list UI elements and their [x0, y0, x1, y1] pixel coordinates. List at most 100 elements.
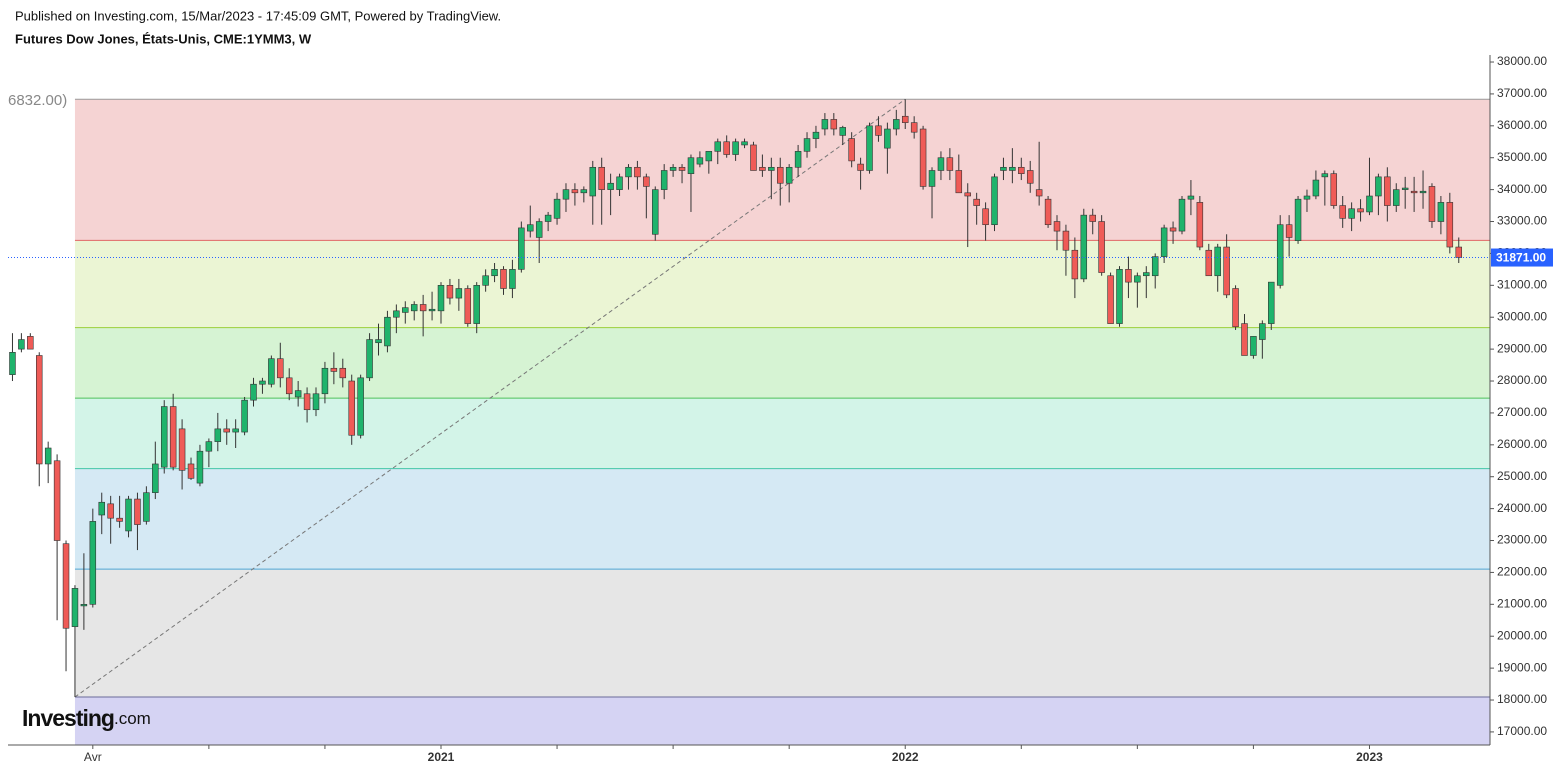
candle-body — [705, 151, 713, 162]
candle-body — [1446, 202, 1454, 248]
candle-body — [777, 166, 784, 184]
candle-body — [607, 182, 614, 190]
candle-body — [544, 214, 552, 222]
candle-body — [1009, 166, 1016, 171]
candle-body — [1080, 214, 1088, 280]
candle-body — [1401, 187, 1409, 190]
fib-band — [74, 569, 1490, 698]
y-tick-label: 34000.00 — [1497, 182, 1547, 196]
y-tick-label: 29000.00 — [1497, 341, 1547, 355]
candle-body — [393, 310, 400, 318]
candle-body — [1232, 288, 1239, 328]
candle-body — [1268, 281, 1275, 324]
candle-body — [518, 227, 525, 270]
candle-body — [169, 406, 177, 468]
candle-body — [964, 192, 971, 197]
y-tick-label: 23000.00 — [1497, 533, 1547, 547]
candle-body — [1214, 246, 1221, 277]
candle-body — [384, 316, 391, 347]
logo-name: Investing — [22, 705, 114, 731]
candle-body — [741, 141, 748, 146]
trend-line — [74, 98, 906, 698]
candle-body — [759, 166, 766, 171]
candle-body — [1366, 195, 1373, 213]
candle-body — [116, 517, 123, 522]
candle-body — [553, 198, 561, 219]
candle-body — [1312, 179, 1320, 197]
candle-body — [857, 163, 864, 171]
candle-body — [723, 141, 730, 155]
candle-body — [928, 170, 936, 187]
candle-body — [1205, 249, 1213, 277]
candle-body — [839, 127, 846, 136]
candle-body — [178, 428, 186, 471]
candle-body — [1393, 189, 1400, 206]
candle-body — [678, 166, 686, 171]
candle-body — [1250, 336, 1257, 356]
candle-body — [982, 208, 989, 226]
candle-body — [1294, 198, 1302, 241]
candle-body — [830, 119, 838, 130]
candle-body — [339, 367, 347, 379]
candle-body — [669, 166, 677, 171]
candle-body — [1044, 198, 1052, 226]
candle-body — [589, 166, 597, 197]
fib-band — [74, 697, 1490, 745]
candle-body — [464, 288, 472, 324]
candle-body — [53, 460, 61, 541]
candle-body — [919, 128, 927, 187]
candle-body — [652, 189, 659, 235]
candle-body — [634, 166, 641, 178]
candle-body — [80, 604, 88, 607]
candle-body — [1375, 176, 1382, 197]
candle-body — [946, 157, 954, 171]
candle-body — [259, 380, 266, 385]
fib-band — [74, 398, 1490, 469]
candle-body — [660, 170, 668, 190]
y-tick-label: 28000.00 — [1497, 373, 1547, 387]
candle-body — [232, 428, 239, 433]
candle-body — [1196, 202, 1204, 248]
candle-body — [437, 285, 445, 312]
candle-body — [848, 138, 855, 162]
candle-body — [107, 503, 114, 519]
candle-body — [696, 157, 704, 165]
candle-body — [1134, 275, 1141, 283]
candle-body — [509, 269, 516, 289]
candle-body — [821, 119, 829, 130]
logo: Investing.com — [22, 705, 151, 731]
candle-body — [643, 176, 650, 187]
candle-body — [1125, 269, 1132, 283]
candle-body — [580, 189, 588, 194]
candle-body — [1419, 190, 1427, 194]
y-tick-label: 18000.00 — [1497, 692, 1547, 706]
candle-body — [785, 166, 793, 184]
candle-body — [428, 308, 436, 312]
candle-body — [223, 428, 230, 433]
candle-body — [598, 166, 605, 190]
candle-body — [1160, 227, 1168, 257]
y-tick-label: 20000.00 — [1497, 628, 1547, 642]
y-tick-label: 36000.00 — [1497, 118, 1547, 132]
candle-body — [571, 189, 579, 194]
candle-body — [794, 151, 802, 168]
candle-body — [321, 367, 329, 395]
y-tick-label: 19000.00 — [1497, 660, 1547, 674]
candle-body — [625, 166, 632, 178]
candle-body — [866, 125, 873, 171]
x-tick-label: Avr — [84, 750, 102, 764]
candle-body — [1339, 205, 1346, 219]
candle-body — [973, 198, 980, 206]
candle-body — [303, 393, 311, 411]
y-tick-label: 30000.00 — [1497, 309, 1547, 323]
candle-body — [1259, 323, 1266, 340]
candle-body — [910, 122, 918, 133]
candle-body — [134, 498, 141, 525]
candle-body — [214, 428, 222, 442]
candle-body — [562, 189, 570, 200]
candle-body — [1018, 166, 1025, 174]
candle-body — [375, 339, 382, 344]
candle-body — [1143, 272, 1150, 277]
candle-body — [768, 166, 775, 171]
